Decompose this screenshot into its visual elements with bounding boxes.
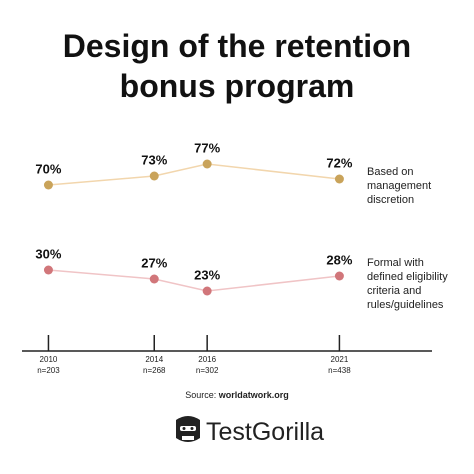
value-label: 70% xyxy=(35,161,61,176)
x-tick-label: 2021 xyxy=(331,355,349,364)
x-tick-label: 2014 xyxy=(145,355,163,364)
series-name: Formal with defined eligibility criteria… xyxy=(367,257,448,311)
value-label: 73% xyxy=(141,152,167,167)
point xyxy=(334,174,344,184)
point xyxy=(149,171,159,181)
source: Source: worldatwork.org xyxy=(0,390,474,400)
point xyxy=(149,274,159,284)
value-label: 27% xyxy=(141,255,167,270)
point xyxy=(334,271,344,281)
point xyxy=(43,265,53,275)
brand: TestGorilla xyxy=(206,418,325,446)
logo-icon xyxy=(176,416,200,442)
value-label: 23% xyxy=(194,267,220,282)
chart-title: Design of the retention bonus program xyxy=(62,28,412,104)
x-tick-sublabel: n=268 xyxy=(143,366,166,375)
value-label: 72% xyxy=(326,155,352,170)
value-label: 28% xyxy=(326,252,352,267)
x-tick-label: 2010 xyxy=(40,355,58,364)
series-name: Based on management discretion xyxy=(367,166,432,206)
source-value: worldatwork.org xyxy=(218,390,289,400)
point xyxy=(43,180,53,190)
x-tick-sublabel: n=203 xyxy=(37,366,60,375)
series-line xyxy=(48,163,340,186)
value-label: 30% xyxy=(35,246,61,261)
point xyxy=(202,286,212,296)
series-line xyxy=(48,269,340,292)
value-label: 77% xyxy=(194,140,220,155)
source-label: Source: xyxy=(185,390,217,400)
x-tick-label: 2016 xyxy=(198,355,216,364)
x-tick-sublabel: n=302 xyxy=(196,366,219,375)
x-tick-sublabel: n=438 xyxy=(328,366,351,375)
point xyxy=(202,159,212,169)
